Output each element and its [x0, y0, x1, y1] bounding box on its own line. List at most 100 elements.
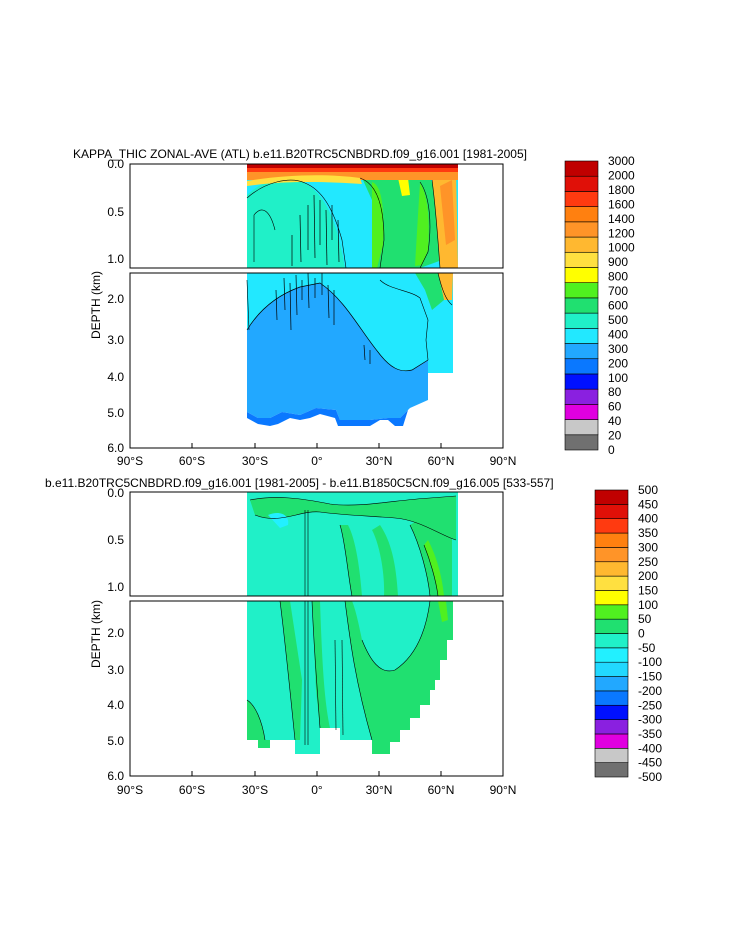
top-upper-streak	[337, 219, 340, 263]
top-upper-frame	[129, 163, 504, 269]
bottom-colorbar-box	[594, 547, 629, 563]
top-ytick: 5.0	[107, 406, 124, 420]
top-contour-2	[359, 177, 385, 268]
bottom-upper-contours	[249, 495, 457, 596]
top-colorbar-label: 80	[608, 385, 622, 399]
top-xtick: 30°S	[242, 454, 268, 468]
bottom-colorbar-label: 500	[638, 483, 658, 497]
top-colorbar-box	[564, 419, 599, 436]
top-upper-streak	[325, 209, 328, 266]
top-band-4	[247, 164, 458, 168]
bottom-region-0-50-lower3	[312, 601, 330, 728]
top-ytick: 3.0	[107, 333, 124, 347]
top-region-700-800	[372, 182, 384, 268]
top-contour-5	[253, 209, 276, 262]
top-xtick: 60°N	[428, 454, 455, 468]
bottom-upper-contour	[423, 544, 439, 596]
bottom-upper-contour	[249, 495, 457, 506]
bottom-colorbar-label: -100	[638, 655, 662, 669]
bottom-upper-contour	[339, 524, 353, 596]
top-colorbar-label: 1400	[608, 212, 635, 226]
top-colorbar-box	[564, 404, 599, 420]
bottom-colorbar-box	[594, 489, 629, 505]
top-upper-streaks	[291, 194, 340, 266]
bottom-region-0-50e	[268, 513, 289, 528]
top-contour-1	[246, 179, 347, 268]
top-colorbar-label: 0	[608, 443, 615, 457]
top-contour-3	[419, 181, 431, 268]
bottom-colorbar-box	[594, 575, 629, 591]
top-colorbar-box	[564, 434, 599, 451]
top-ytick: 1.0	[107, 252, 124, 266]
bottom-colorbar-label: 350	[638, 526, 658, 540]
bottom-ytick: 3.0	[107, 663, 124, 677]
bottom-region-0-50-lower5	[386, 601, 399, 650]
top-colorbar-label: 1600	[608, 197, 635, 211]
top-colorbar-label: 500	[608, 313, 628, 327]
bottom-colorbar-label: 400	[638, 512, 658, 526]
top-region-800-900	[398, 178, 410, 196]
bottom-lower-contour	[344, 601, 373, 741]
bottom-upper-frame	[129, 491, 504, 597]
top-colorbar-label: 900	[608, 255, 628, 269]
bottom-lower-contour	[341, 639, 344, 736]
top-lower-streak	[327, 284, 330, 319]
top-colorbar-label: 40	[608, 414, 622, 428]
bottom-colorbar-label: -500	[638, 770, 662, 784]
top-upper-streak	[313, 194, 316, 259]
top-ytick: 4.0	[107, 370, 124, 384]
bottom-region-50-100	[424, 540, 444, 596]
top-colorbar-box	[564, 251, 599, 268]
bottom-upper-fill	[247, 492, 458, 596]
top-region-1200-1400	[440, 180, 455, 245]
top-tick-marks	[191, 443, 442, 448]
bottom-ytick: 1.0	[107, 580, 124, 594]
top-lower-streak	[307, 273, 310, 309]
top-lower-contour-3	[437, 273, 453, 306]
top-colorbar-box	[564, 388, 599, 405]
bottom-colorbar-box	[594, 532, 629, 548]
top-colorbar-label: 300	[608, 342, 628, 356]
top-region-700-800b	[415, 183, 429, 266]
bottom-colorbar-label: 200	[638, 569, 658, 583]
bottom-colorbar-label: 150	[638, 583, 658, 597]
top-lower-streak	[295, 274, 298, 316]
top-band-5	[247, 175, 362, 186]
bottom-colorbar-box	[594, 661, 629, 677]
bottom-colorbar-box	[594, 762, 629, 778]
top-lower-contour-2	[379, 279, 429, 361]
bottom-region-0-50c	[372, 525, 398, 596]
bottom-ytick: 4.0	[107, 698, 124, 712]
bottom-xtick: 60°S	[179, 783, 205, 797]
bottom-colorbar-label: 450	[638, 497, 658, 511]
bottom-colorbar-label: -450	[638, 756, 662, 770]
bottom-lower-contours	[246, 601, 431, 745]
top-contour-4	[431, 179, 441, 268]
bottom-colorbar-box	[594, 690, 629, 706]
top-lower-streak	[283, 277, 286, 311]
top-panel: KAPPA_THIC ZONAL-AVE (ATL) b.e11.B20TRC5…	[73, 147, 635, 468]
top-colorbar-box	[564, 236, 599, 253]
bottom-colorbar-label: -250	[638, 698, 662, 712]
bottom-region-0-50-lower2	[280, 601, 302, 740]
bottom-xtick: 30°N	[366, 783, 393, 797]
bottom-colorbar-box	[594, 604, 629, 620]
bottom-ytick: 5.0	[107, 734, 124, 748]
top-ytick: 0.0	[107, 157, 124, 171]
top-xtick: 60°S	[179, 454, 205, 468]
bottom-xtick: 30°S	[242, 783, 268, 797]
top-colorbar-box	[564, 358, 599, 375]
top-title: KAPPA_THIC ZONAL-AVE (ATL) b.e11.B20TRC5…	[73, 147, 527, 161]
bottom-xtick: 90°N	[490, 783, 517, 797]
bottom-colorbar-box	[594, 719, 629, 735]
top-ytick: 6.0	[107, 441, 124, 455]
bottom-colorbar-box	[594, 676, 629, 692]
top-colorbar-box	[564, 343, 599, 360]
top-region-600-700-lower	[415, 273, 444, 310]
top-lower-streak	[289, 282, 292, 331]
top-colorbar-box	[564, 221, 599, 238]
bottom-colorbar: 500450400350300250200150100500-50-100-15…	[594, 483, 662, 784]
bottom-region-0-50-lower4	[345, 601, 453, 754]
top-region-400-500	[247, 178, 345, 268]
top-colorbar-box	[564, 175, 599, 192]
